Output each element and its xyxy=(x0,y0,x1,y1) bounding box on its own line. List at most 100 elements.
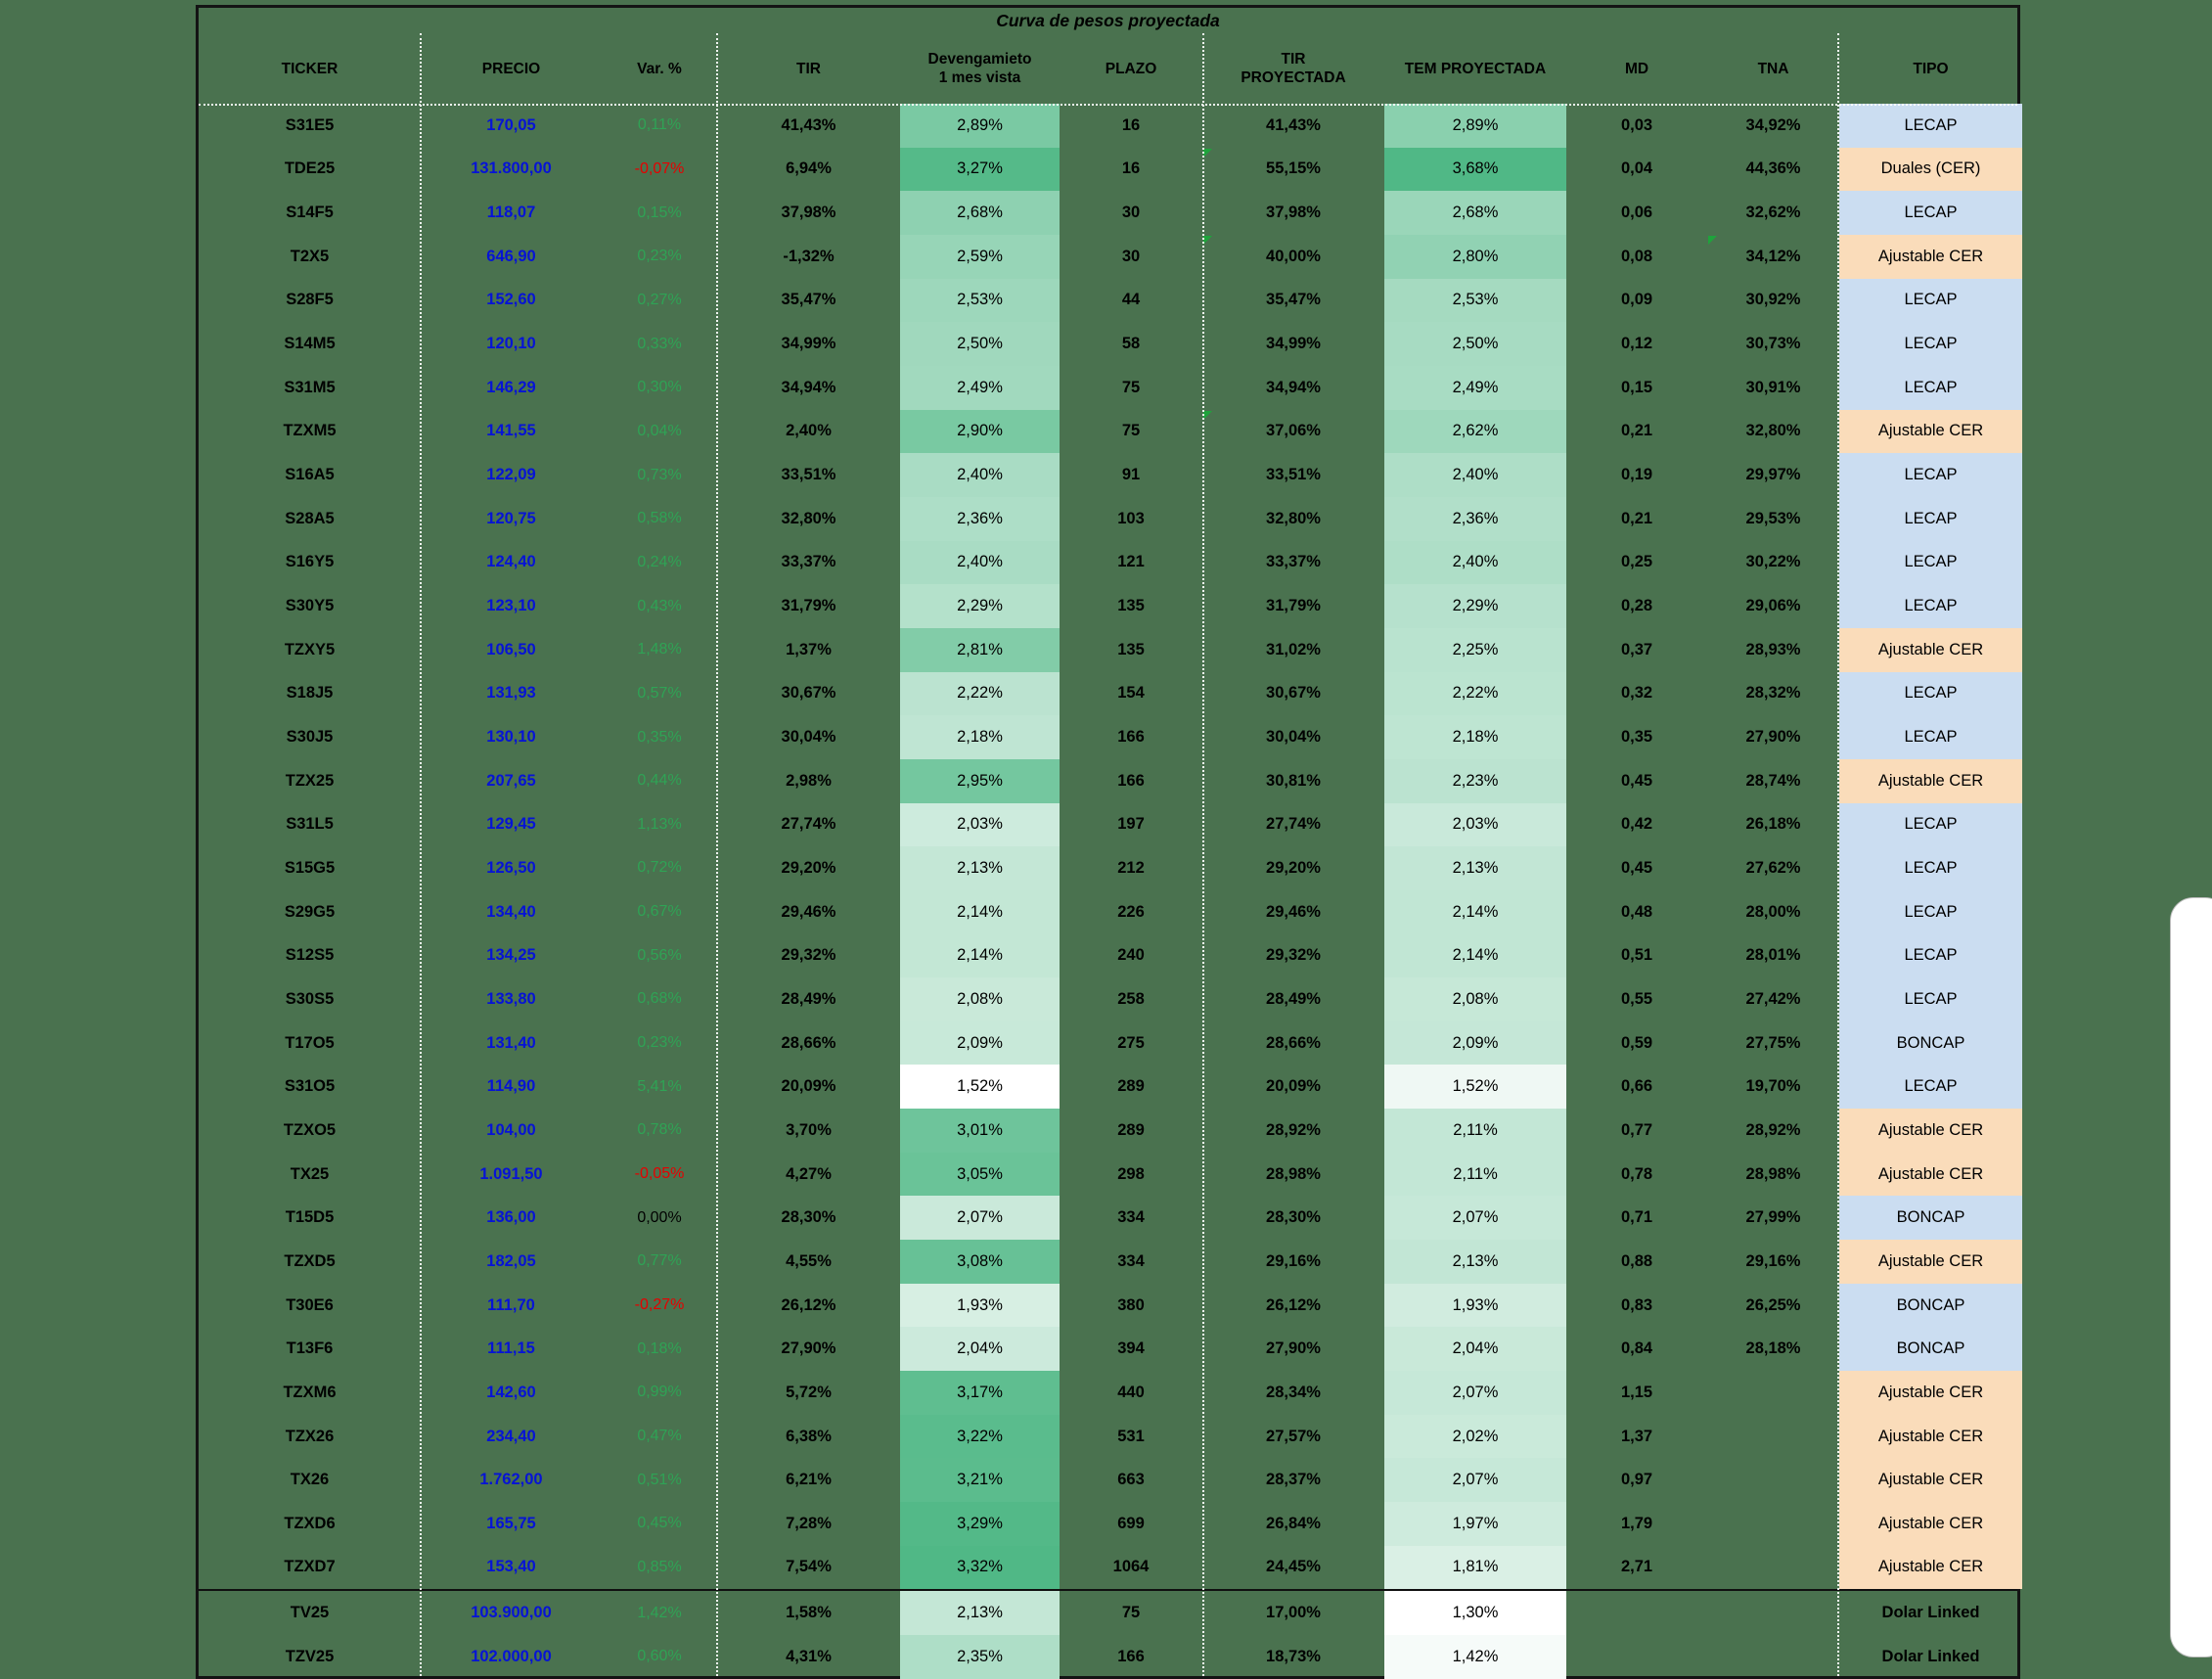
cell-dev[interactable]: 3,22% xyxy=(900,1414,1060,1459)
cell-ticker[interactable]: S14F5 xyxy=(286,204,334,222)
cell-tipo[interactable]: LECAP xyxy=(1839,191,2022,235)
cell-var[interactable]: 0,11% xyxy=(637,116,682,134)
cell-tem[interactable]: 2,80% xyxy=(1384,234,1566,279)
cell-tem[interactable]: 2,18% xyxy=(1384,715,1566,759)
cell-var[interactable]: 0,43% xyxy=(637,597,682,614)
cell-var[interactable]: 0,57% xyxy=(637,684,682,702)
cell-tir[interactable]: 4,55% xyxy=(786,1251,832,1270)
cell-md[interactable]: 1,37 xyxy=(1620,1427,1653,1445)
cell-plazo[interactable]: 212 xyxy=(1117,858,1145,877)
cell-md[interactable]: 0,25 xyxy=(1620,553,1653,571)
cell-md[interactable]: 0,59 xyxy=(1620,1033,1653,1052)
cell-ticker[interactable]: S28F5 xyxy=(286,291,334,309)
cell-tirp[interactable]: 32,80% xyxy=(1266,509,1321,527)
cell-plazo[interactable]: 380 xyxy=(1117,1295,1145,1314)
cell-tem[interactable]: 2,13% xyxy=(1384,1240,1566,1284)
cell-ticker[interactable]: TZXY5 xyxy=(284,640,336,658)
cell-tem[interactable]: 1,81% xyxy=(1384,1545,1566,1590)
cell-tirp[interactable]: 28,30% xyxy=(1266,1208,1321,1227)
cell-precio[interactable]: 124,40 xyxy=(486,553,536,571)
cell-ticker[interactable]: T30E6 xyxy=(286,1295,334,1314)
cell-tir[interactable]: 20,09% xyxy=(781,1077,836,1096)
cell-tna[interactable]: 27,42% xyxy=(1745,989,1801,1008)
cell-md[interactable]: 0,21 xyxy=(1620,509,1653,527)
cell-tir[interactable]: 33,37% xyxy=(781,553,836,571)
cell-precio[interactable]: 1.762,00 xyxy=(479,1471,543,1489)
cell-tna[interactable]: 29,53% xyxy=(1745,509,1801,527)
cell-tem[interactable]: 2,23% xyxy=(1384,758,1566,803)
cell-precio[interactable]: 104,00 xyxy=(486,1120,536,1139)
cell-tipo[interactable]: Ajustable CER xyxy=(1839,1458,2022,1502)
cell-tirp[interactable]: 33,37% xyxy=(1266,553,1321,571)
cell-ticker[interactable]: S30Y5 xyxy=(285,597,335,615)
cell-var[interactable]: 0,56% xyxy=(637,946,682,964)
cell-tir[interactable]: 28,66% xyxy=(781,1033,836,1052)
cell-tna[interactable]: 28,32% xyxy=(1745,684,1801,703)
cell-dev[interactable]: 2,08% xyxy=(900,977,1060,1021)
cell-precio[interactable]: 130,10 xyxy=(486,728,536,747)
cell-md[interactable]: 0,45 xyxy=(1620,771,1653,790)
cell-tirp[interactable]: 31,02% xyxy=(1266,640,1321,658)
cell-md[interactable]: 0,77 xyxy=(1620,1120,1653,1139)
cell-ticker[interactable]: TZX26 xyxy=(285,1427,335,1445)
column-header-precio[interactable]: PRECIO xyxy=(481,60,541,77)
cell-ticker[interactable]: S14M5 xyxy=(284,335,336,353)
cell-tna[interactable]: 28,93% xyxy=(1745,640,1801,658)
cell-md[interactable]: 0,32 xyxy=(1620,684,1653,703)
cell-precio[interactable]: 134,40 xyxy=(486,902,536,921)
cell-tir[interactable]: 26,12% xyxy=(781,1295,836,1314)
cell-tir[interactable]: 41,43% xyxy=(781,115,836,134)
cell-precio[interactable]: 146,29 xyxy=(486,378,536,396)
cell-dev[interactable]: 3,08% xyxy=(900,1240,1060,1284)
cell-var[interactable]: 1,48% xyxy=(637,641,682,658)
cell-tna[interactable]: 27,90% xyxy=(1745,728,1801,747)
cell-tna[interactable]: 29,06% xyxy=(1745,597,1801,615)
cell-var[interactable]: 0,24% xyxy=(637,553,682,570)
cell-dev[interactable]: 2,13% xyxy=(900,1591,1060,1635)
cell-precio[interactable]: 131.800,00 xyxy=(471,159,552,178)
cell-tirp[interactable]: 29,32% xyxy=(1266,946,1321,965)
cell-dev[interactable]: 3,05% xyxy=(900,1152,1060,1197)
cell-var[interactable]: 0,85% xyxy=(637,1558,682,1575)
cell-tir[interactable]: 27,90% xyxy=(781,1339,836,1358)
cell-ticker[interactable]: TZX25 xyxy=(285,771,335,790)
column-header-var[interactable]: Var. % xyxy=(637,60,682,77)
cell-tipo[interactable]: BONCAP xyxy=(1839,1283,2022,1328)
cell-plazo[interactable]: 121 xyxy=(1117,553,1145,571)
cell-dev[interactable]: 2,68% xyxy=(900,191,1060,235)
cell-tirp[interactable]: 17,00% xyxy=(1266,1604,1321,1622)
cell-precio[interactable]: 126,50 xyxy=(486,858,536,877)
cell-precio[interactable]: 136,00 xyxy=(486,1208,536,1227)
cell-ticker[interactable]: TZXM6 xyxy=(283,1383,337,1401)
cell-tem[interactable]: 2,11% xyxy=(1384,1152,1566,1197)
cell-plazo[interactable]: 166 xyxy=(1117,728,1145,747)
cell-precio[interactable]: 120,10 xyxy=(486,335,536,353)
cell-tipo[interactable]: Ajustable CER xyxy=(1839,1371,2022,1415)
cell-tem[interactable]: 2,53% xyxy=(1384,278,1566,323)
cell-md[interactable]: 0,97 xyxy=(1620,1471,1653,1489)
cell-dev[interactable]: 2,81% xyxy=(900,627,1060,672)
cell-tna[interactable] xyxy=(1707,1502,1839,1546)
cell-precio[interactable]: 646,90 xyxy=(486,247,536,265)
cell-ticker[interactable]: TZV25 xyxy=(285,1647,335,1665)
cell-md[interactable]: 0,09 xyxy=(1620,291,1653,309)
cell-md[interactable]: 0,66 xyxy=(1620,1077,1653,1096)
cell-plazo[interactable]: 699 xyxy=(1117,1514,1145,1532)
cell-tir[interactable]: 29,32% xyxy=(781,946,836,965)
cell-tir[interactable]: -1,32% xyxy=(783,247,835,265)
cell-md[interactable]: 0,55 xyxy=(1620,989,1653,1008)
cell-tirp[interactable]: 37,06% xyxy=(1202,410,1384,454)
cell-precio[interactable]: 103.900,00 xyxy=(471,1604,552,1622)
cell-plazo[interactable]: 16 xyxy=(1121,115,1141,134)
cell-dev[interactable]: 2,40% xyxy=(900,453,1060,497)
cell-var[interactable]: -0,07% xyxy=(634,159,685,177)
cell-tem[interactable]: 1,93% xyxy=(1384,1283,1566,1328)
cell-precio[interactable]: 102.000,00 xyxy=(471,1647,552,1665)
cell-tem[interactable]: 2,50% xyxy=(1384,322,1566,366)
cell-precio[interactable]: 111,70 xyxy=(487,1295,535,1314)
cell-precio[interactable]: 234,40 xyxy=(486,1427,536,1445)
cell-tirp[interactable]: 40,00% xyxy=(1202,235,1384,279)
cell-tir[interactable]: 1,37% xyxy=(786,640,832,658)
cell-tirp[interactable]: 30,04% xyxy=(1266,728,1321,747)
cell-ticker[interactable]: S15G5 xyxy=(284,858,336,877)
